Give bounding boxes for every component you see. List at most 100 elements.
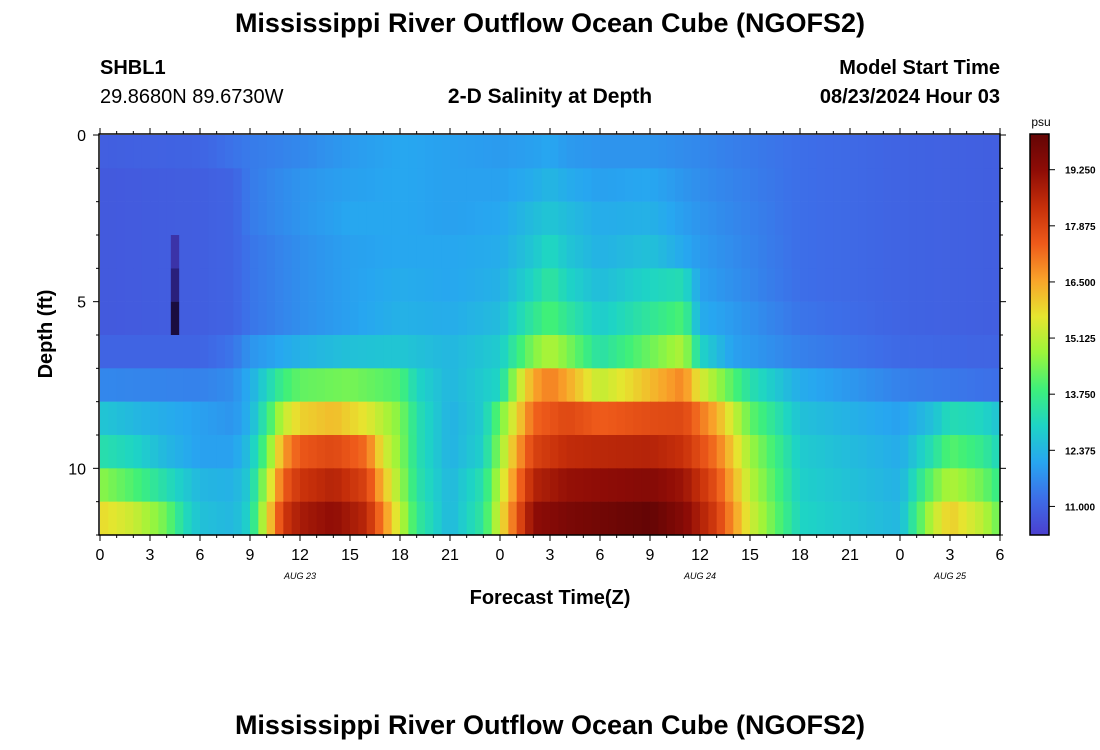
heatmap-cell: [550, 401, 559, 436]
heatmap-cell: [825, 401, 834, 436]
heatmap-cell: [233, 168, 243, 202]
heatmap-cell: [291, 368, 301, 402]
heatmap-cell: [633, 301, 643, 336]
heatmap-cell: [900, 201, 909, 236]
heatmap-cell: [400, 168, 409, 202]
heatmap-cell: [291, 268, 301, 302]
heatmap-cell: [475, 168, 484, 202]
heatmap-cell: [158, 301, 168, 336]
heatmap-cell: [858, 468, 868, 502]
heatmap-cell: [325, 201, 334, 236]
heatmap-cell: [716, 368, 726, 402]
heatmap-cell: [208, 201, 218, 236]
heatmap-cell: [441, 368, 451, 402]
heatmap-cell: [241, 201, 251, 236]
heatmap-cell: [391, 301, 401, 336]
heatmap-cell: [825, 168, 834, 202]
heatmap-cell: [183, 368, 193, 402]
heatmap-cell: [450, 168, 459, 202]
heatmap-cell: [791, 235, 801, 269]
heatmap-cell: [875, 301, 884, 336]
heatmap-cell: [908, 401, 918, 436]
heatmap-cell: [516, 135, 526, 169]
heatmap-cell: [750, 501, 759, 536]
heatmap-cell: [841, 435, 851, 469]
heatmap-cell: [308, 368, 318, 402]
heatmap-cell: [925, 301, 934, 336]
heatmap-cell: [683, 268, 693, 302]
heatmap-cell: [700, 368, 709, 402]
heatmap-cell: [616, 501, 626, 536]
chart-title: Mississippi River Outflow Ocean Cube (NG…: [234, 8, 866, 38]
heatmap-cell: [308, 201, 318, 236]
colorbar-tick-label: 17.875: [1065, 222, 1096, 233]
heatmap-cell: [933, 368, 943, 402]
heatmap-cell: [525, 401, 534, 436]
heatmap-cell: [408, 468, 418, 502]
heatmap-cell: [366, 268, 376, 302]
heatmap-cell: [383, 335, 393, 369]
heatmap-cell: [741, 168, 751, 202]
heatmap-cell: [675, 468, 684, 502]
heatmap-cell: [675, 268, 684, 302]
heatmap-cell: [333, 301, 343, 336]
heatmap-cell: [291, 235, 301, 269]
heatmap-cell: [683, 135, 693, 169]
heatmap-cell: [216, 335, 226, 369]
heatmap-cell: [283, 335, 293, 369]
x-tick-label: 6: [596, 547, 605, 564]
heatmap-cell: [166, 368, 176, 402]
heatmap-cell: [858, 235, 868, 269]
heatmap-cell: [116, 301, 126, 336]
heatmap-cell: [625, 401, 634, 436]
heatmap-cell: [558, 368, 568, 402]
heatmap-cell: [641, 368, 651, 402]
heatmap-cell: [933, 201, 943, 236]
heatmap-cell: [483, 468, 493, 502]
heatmap-cell: [200, 301, 209, 336]
heatmap-cell: [458, 201, 468, 236]
heatmap-cell: [633, 501, 643, 536]
heatmap-cell: [800, 368, 809, 402]
heatmap-cell: [575, 201, 584, 236]
heatmap-cell: [691, 268, 701, 302]
heatmap-cell: [966, 135, 976, 169]
heatmap-cell: [783, 235, 793, 269]
heatmap-cell: [300, 501, 309, 536]
colorbar-unit: psu: [1031, 115, 1050, 129]
heatmap-cell: [608, 135, 618, 169]
heatmap-cell: [391, 135, 401, 169]
heatmap-cell: [333, 368, 343, 402]
heatmap-cell: [116, 501, 126, 536]
heatmap-cell: [925, 335, 934, 369]
heatmap-cell: [208, 168, 218, 202]
heatmap-cell: [900, 401, 909, 436]
heatmap-cell: [850, 435, 859, 469]
heatmap-cell: [875, 235, 884, 269]
heatmap-cell: [641, 401, 651, 436]
heatmap-cell: [350, 435, 359, 469]
heatmap-cell: [300, 368, 309, 402]
y-tick-label: 10: [68, 461, 86, 478]
heatmap-cell: [791, 301, 801, 336]
heatmap-cell: [575, 135, 584, 169]
heatmap-cell: [866, 335, 876, 369]
heatmap-cell: [333, 135, 343, 169]
heatmap-cell: [383, 235, 393, 269]
heatmap-cell: [766, 168, 776, 202]
heatmap-cell: [116, 335, 126, 369]
heatmap-cell: [650, 368, 659, 402]
heatmap-cell: [841, 201, 851, 236]
heatmap-cell: [308, 268, 318, 302]
heatmap-cell: [625, 201, 634, 236]
heatmap-cell: [425, 201, 434, 236]
heatmap-cell: [916, 235, 926, 269]
heatmap-cell: [208, 401, 218, 436]
heatmap-cell: [633, 268, 643, 302]
heatmap-cell: [858, 368, 868, 402]
heatmap-cell: [975, 201, 984, 236]
heatmap-cell: [291, 335, 301, 369]
heatmap-cell: [183, 501, 193, 536]
heatmap-cell: [483, 268, 493, 302]
heatmap-cell: [966, 368, 976, 402]
